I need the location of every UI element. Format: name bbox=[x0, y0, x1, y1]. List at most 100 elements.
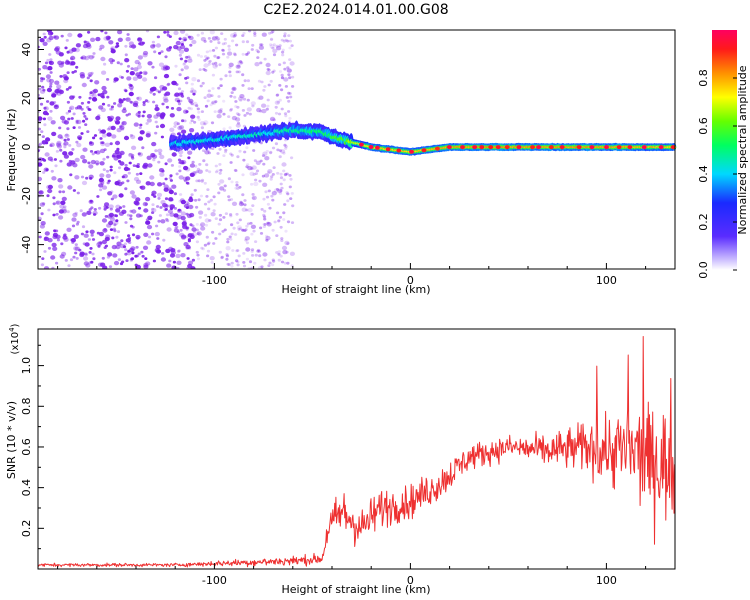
x-tick-label: -100 bbox=[202, 274, 227, 287]
noise-point bbox=[177, 250, 181, 253]
noise-point bbox=[87, 101, 91, 104]
noise-point bbox=[281, 162, 287, 167]
noise-point bbox=[189, 128, 195, 133]
noise-point bbox=[226, 237, 230, 241]
noise-point bbox=[241, 228, 245, 232]
noise-point bbox=[115, 208, 121, 213]
noise-point bbox=[236, 263, 240, 267]
noise-point bbox=[115, 77, 119, 81]
noise-point bbox=[109, 228, 114, 232]
noise-point bbox=[236, 225, 243, 230]
noise-point bbox=[196, 79, 201, 83]
noise-point bbox=[58, 190, 62, 194]
noise-point bbox=[228, 70, 232, 74]
noise-point bbox=[65, 133, 69, 137]
noise-point bbox=[218, 110, 223, 113]
noise-point bbox=[223, 228, 227, 232]
noise-point bbox=[125, 97, 131, 102]
noise-point bbox=[195, 250, 199, 254]
noise-point bbox=[80, 101, 84, 105]
noise-point bbox=[275, 93, 279, 97]
noise-point bbox=[50, 120, 56, 125]
noise-point bbox=[211, 101, 215, 105]
noise-point bbox=[108, 204, 114, 209]
noise-point bbox=[179, 154, 183, 158]
noise-point bbox=[128, 152, 134, 158]
noise-point bbox=[202, 68, 206, 71]
noise-point bbox=[263, 223, 267, 226]
ridge-peak bbox=[488, 145, 494, 150]
noise-point bbox=[180, 68, 184, 72]
noise-point bbox=[227, 48, 231, 51]
noise-point bbox=[270, 31, 274, 34]
noise-point bbox=[251, 196, 256, 200]
noise-point bbox=[115, 219, 119, 223]
noise-point bbox=[243, 199, 247, 202]
noise-point bbox=[40, 221, 46, 226]
noise-point bbox=[253, 159, 257, 163]
noise-point bbox=[276, 211, 280, 215]
spectrogram-frame bbox=[37, 29, 676, 270]
noise-point bbox=[241, 228, 245, 232]
noise-point bbox=[212, 209, 216, 213]
noise-point bbox=[101, 239, 107, 245]
noise-point bbox=[142, 70, 148, 76]
noise-point bbox=[164, 65, 170, 71]
noise-point bbox=[107, 191, 113, 196]
noise-point bbox=[69, 95, 75, 100]
noise-point bbox=[176, 122, 180, 126]
noise-point bbox=[91, 238, 96, 241]
noise-point bbox=[113, 229, 117, 233]
noise-point bbox=[196, 231, 202, 236]
noise-point bbox=[234, 105, 238, 108]
noise-point bbox=[265, 195, 270, 199]
noise-point bbox=[120, 243, 126, 249]
noise-point bbox=[109, 214, 115, 219]
noise-point bbox=[241, 84, 245, 87]
noise-point bbox=[129, 259, 133, 262]
noise-point bbox=[214, 61, 218, 65]
noise-point bbox=[227, 115, 231, 118]
noise-point bbox=[185, 206, 189, 210]
noise-point bbox=[63, 141, 69, 146]
noise-point bbox=[74, 47, 80, 53]
noise-point bbox=[170, 107, 175, 110]
noise-point bbox=[101, 185, 108, 190]
noise-point bbox=[173, 125, 177, 128]
noise-point bbox=[115, 204, 121, 209]
noise-point bbox=[119, 150, 125, 156]
noise-point bbox=[179, 198, 185, 203]
ridge-peak bbox=[548, 145, 554, 150]
noise-point bbox=[184, 77, 188, 80]
noise-point bbox=[277, 219, 281, 222]
noise-point bbox=[207, 89, 211, 93]
noise-point bbox=[270, 118, 274, 121]
noise-point bbox=[66, 138, 70, 141]
noise-point bbox=[167, 209, 173, 214]
noise-point bbox=[255, 160, 261, 165]
noise-point bbox=[216, 38, 220, 42]
noise-point bbox=[219, 84, 223, 87]
noise-point bbox=[77, 33, 83, 38]
noise-point bbox=[257, 265, 263, 269]
noise-point bbox=[187, 58, 193, 63]
noise-point bbox=[177, 102, 182, 106]
noise-point bbox=[92, 257, 96, 261]
noise-point bbox=[89, 247, 93, 250]
noise-point bbox=[58, 215, 64, 220]
noise-point bbox=[267, 221, 271, 225]
noise-point bbox=[235, 64, 241, 69]
noise-point bbox=[111, 236, 115, 240]
noise-point bbox=[127, 171, 131, 175]
noise-point bbox=[130, 257, 134, 261]
noise-point bbox=[273, 188, 279, 193]
noise-point bbox=[183, 38, 187, 42]
noise-point bbox=[253, 32, 257, 35]
noise-point bbox=[189, 212, 195, 218]
noise-point bbox=[274, 100, 280, 105]
noise-point bbox=[226, 55, 230, 59]
noise-point bbox=[180, 253, 186, 258]
noise-point bbox=[220, 255, 224, 259]
noise-point bbox=[211, 230, 215, 234]
noise-point bbox=[269, 177, 273, 181]
